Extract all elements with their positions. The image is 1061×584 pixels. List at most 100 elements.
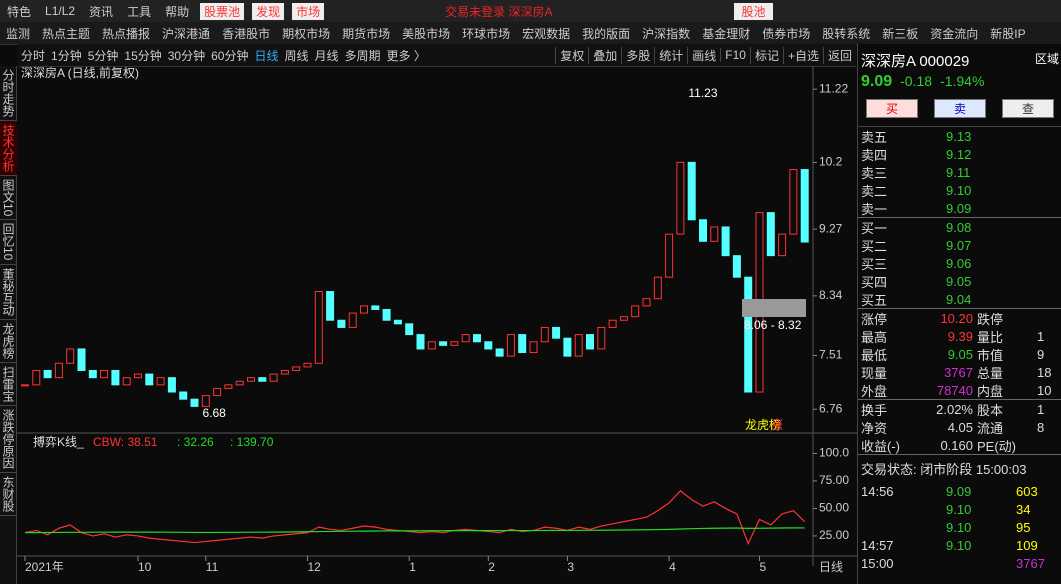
- indicator-line: [24, 490, 806, 546]
- stat-value: 1: [1037, 328, 1045, 344]
- nav-item[interactable]: 环球市场: [462, 26, 511, 41]
- pct: -1.94%: [940, 73, 985, 89]
- menu-item[interactable]: L1/L2: [45, 4, 76, 18]
- candle: [280, 369, 289, 375]
- side-tab[interactable]: 技术分析: [0, 121, 17, 176]
- menu-item[interactable]: 资讯: [89, 4, 114, 19]
- top-button[interactable]: 市场: [292, 2, 325, 20]
- nav-item[interactable]: 监测: [6, 26, 31, 41]
- candle: [619, 316, 628, 321]
- menu-bar: 特色 L1/L2 资讯 工具 帮助 股票池 发现 市场 交易未登录 深深房A 股池: [0, 0, 1061, 22]
- period[interactable]: 周线: [284, 48, 309, 63]
- candle: [439, 341, 448, 346]
- nav-item[interactable]: 期权市场: [282, 26, 331, 41]
- nav-item[interactable]: 期货市场: [342, 26, 391, 41]
- stat-value: 9.05: [947, 346, 973, 362]
- stat-row: 涨停 10.20 跌停: [858, 308, 1061, 327]
- tool[interactable]: F10: [720, 48, 750, 62]
- tool[interactable]: +自选: [782, 46, 823, 64]
- period[interactable]: 60分钟: [211, 48, 249, 63]
- trade-buttons: 买卖查: [858, 91, 1061, 127]
- candle: [258, 377, 267, 382]
- stat-value: 4.05: [947, 419, 973, 435]
- stat-label: 市值: [977, 347, 1004, 363]
- trade-volume: 34: [1016, 501, 1031, 517]
- stat-label: 股本: [977, 402, 1004, 418]
- nav-item[interactable]: 沪深指数: [642, 26, 691, 41]
- stat-label: 换手: [861, 402, 888, 418]
- book-label: 买二: [861, 238, 888, 254]
- badge: 龙虎榜: [745, 417, 781, 432]
- nav-item[interactable]: 资金流向: [930, 26, 979, 41]
- trade-button[interactable]: 查: [1002, 99, 1054, 118]
- tool[interactable]: 叠加: [588, 46, 621, 64]
- x-tick-label: 2: [488, 560, 495, 574]
- legend-entry: : 32.26: [177, 435, 214, 449]
- candle: [371, 305, 380, 310]
- side-tab[interactable]: 涨跌停原因: [0, 406, 17, 473]
- nav-item[interactable]: 宏观数据: [522, 26, 571, 41]
- nav-item[interactable]: 热点播报: [102, 26, 151, 41]
- nav-item[interactable]: 新三板: [882, 26, 919, 41]
- x-tick-label: 2021年: [25, 560, 64, 574]
- candle: [145, 373, 154, 386]
- menu-item[interactable]: 工具: [127, 4, 152, 19]
- tool[interactable]: 标记: [749, 46, 783, 64]
- stat-value: 8: [1037, 419, 1045, 435]
- pool-button[interactable]: 股池: [734, 2, 773, 20]
- candle: [21, 384, 29, 387]
- nav-item[interactable]: 我的版面: [582, 26, 631, 41]
- book-price: 9.12: [946, 146, 972, 162]
- book-price: 9.06: [946, 255, 972, 271]
- trade-price: 9.09: [946, 483, 972, 499]
- tool[interactable]: 返回: [822, 46, 856, 64]
- tool[interactable]: 统计: [654, 46, 687, 64]
- nav-item[interactable]: 新股IP: [990, 26, 1026, 41]
- period[interactable]: 1分钟: [51, 48, 82, 63]
- period[interactable]: 多周期: [344, 48, 381, 63]
- trade-button[interactable]: 买: [866, 99, 918, 118]
- period[interactable]: 更多 〉: [386, 48, 426, 63]
- book-label: 买三: [861, 256, 888, 272]
- menu-item[interactable]: 特色: [7, 4, 32, 19]
- trade-button[interactable]: 卖: [934, 99, 986, 118]
- nav-item[interactable]: 沪深港通: [162, 26, 211, 41]
- menu-item[interactable]: 帮助: [165, 4, 190, 19]
- side-tab[interactable]: 回忆10: [0, 220, 17, 265]
- side-tab[interactable]: 董秘互动: [0, 265, 17, 320]
- trade-row: 9.10 34: [858, 500, 1061, 518]
- nav-item[interactable]: 基金理财: [702, 26, 751, 41]
- nav-item[interactable]: 香港股市: [222, 26, 271, 41]
- tool[interactable]: 复权: [555, 46, 588, 64]
- period[interactable]: 月线: [314, 48, 339, 63]
- period[interactable]: 日线: [254, 48, 279, 63]
- y-tick-label: 75.00: [819, 473, 849, 487]
- stat-label: 现量: [861, 365, 888, 381]
- candle: [710, 226, 719, 242]
- period[interactable]: 30分钟: [167, 48, 206, 63]
- period[interactable]: 5分钟: [87, 48, 119, 63]
- stat-value: 2.02%: [936, 401, 973, 417]
- legend-entry: : 139.70: [230, 435, 274, 449]
- stat-label: 涨停: [861, 311, 888, 327]
- side-tab[interactable]: 龙虎榜: [0, 320, 17, 363]
- trade-volume: 3767: [1016, 555, 1045, 571]
- side-tab[interactable]: 分时走势: [0, 66, 17, 121]
- stat-value: 10.20: [940, 310, 973, 326]
- nav-item[interactable]: 股转系统: [822, 26, 871, 41]
- top-button[interactable]: 股票池: [200, 2, 245, 20]
- nav-item[interactable]: 美股市场: [402, 26, 451, 41]
- tool[interactable]: 画线: [687, 46, 720, 64]
- nav-item[interactable]: 债券市场: [762, 26, 811, 41]
- side-tab[interactable]: 东财股: [0, 473, 17, 516]
- tool[interactable]: 多股: [621, 46, 654, 64]
- period[interactable]: 15分钟: [124, 48, 162, 63]
- x-tick-label: 12: [308, 560, 322, 574]
- period[interactable]: 分时: [21, 48, 46, 63]
- side-tab[interactable]: 扫雷宝: [0, 363, 17, 406]
- side-tab[interactable]: 图文10: [0, 176, 17, 221]
- chart: 深深房A (日线,前复权) 11.22 10.2 9.27 8.34 7.51 6.76 20…: [17, 66, 857, 574]
- nav-item[interactable]: 热点主题: [42, 26, 91, 41]
- top-button[interactable]: 发现: [252, 2, 285, 20]
